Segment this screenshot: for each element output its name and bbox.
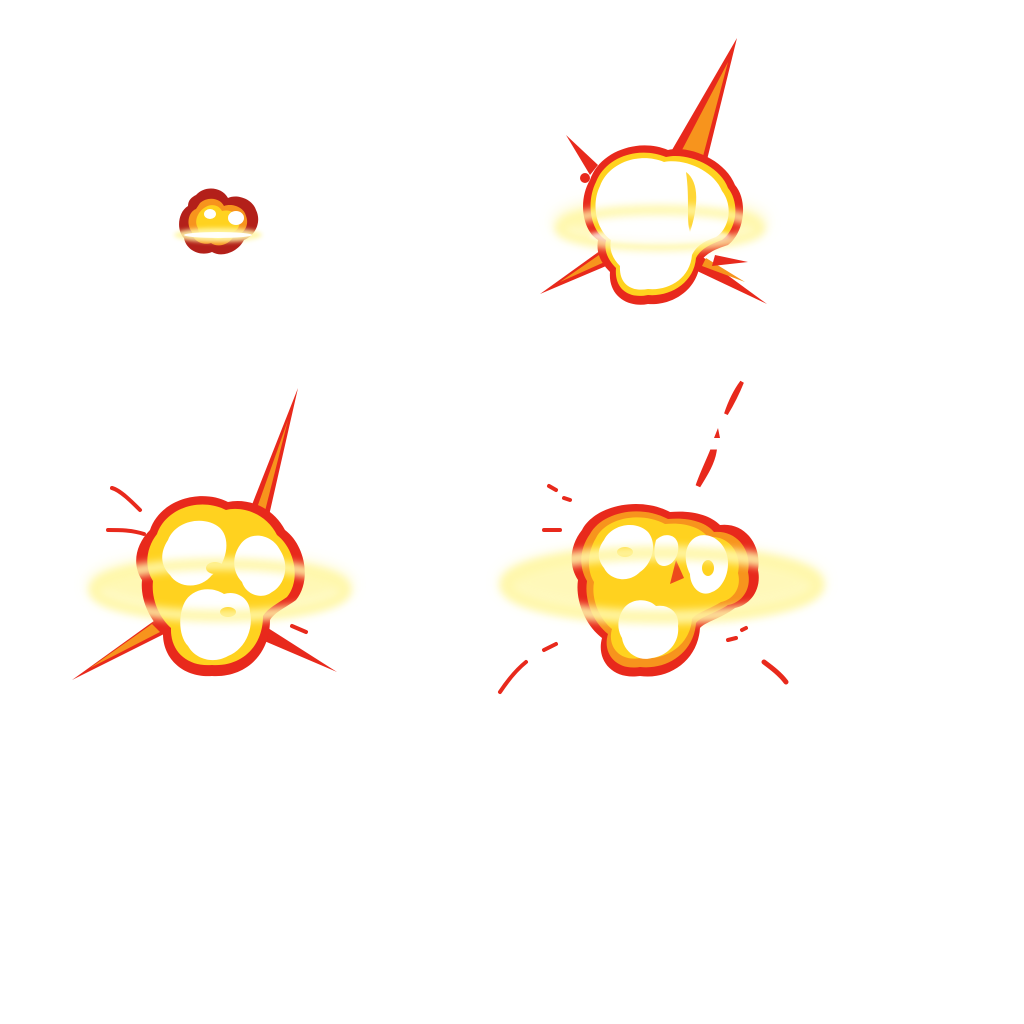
- frame-4-glow-ring: [500, 546, 824, 624]
- frame-1: [174, 188, 262, 255]
- frame-3-glow-ring: [89, 558, 351, 622]
- frame-4: [498, 380, 824, 694]
- frame-1-puff: [179, 188, 259, 255]
- frame-4-debris: [498, 380, 789, 694]
- frame-3: [72, 388, 351, 680]
- frame-2-cloud: [583, 145, 744, 305]
- frame-2-glow-ring: [555, 205, 765, 251]
- frame-2: [540, 38, 767, 305]
- frame-3-cloud: [136, 496, 305, 677]
- frame-4-cloud: [571, 503, 759, 677]
- frame-3-spikes: [72, 388, 337, 680]
